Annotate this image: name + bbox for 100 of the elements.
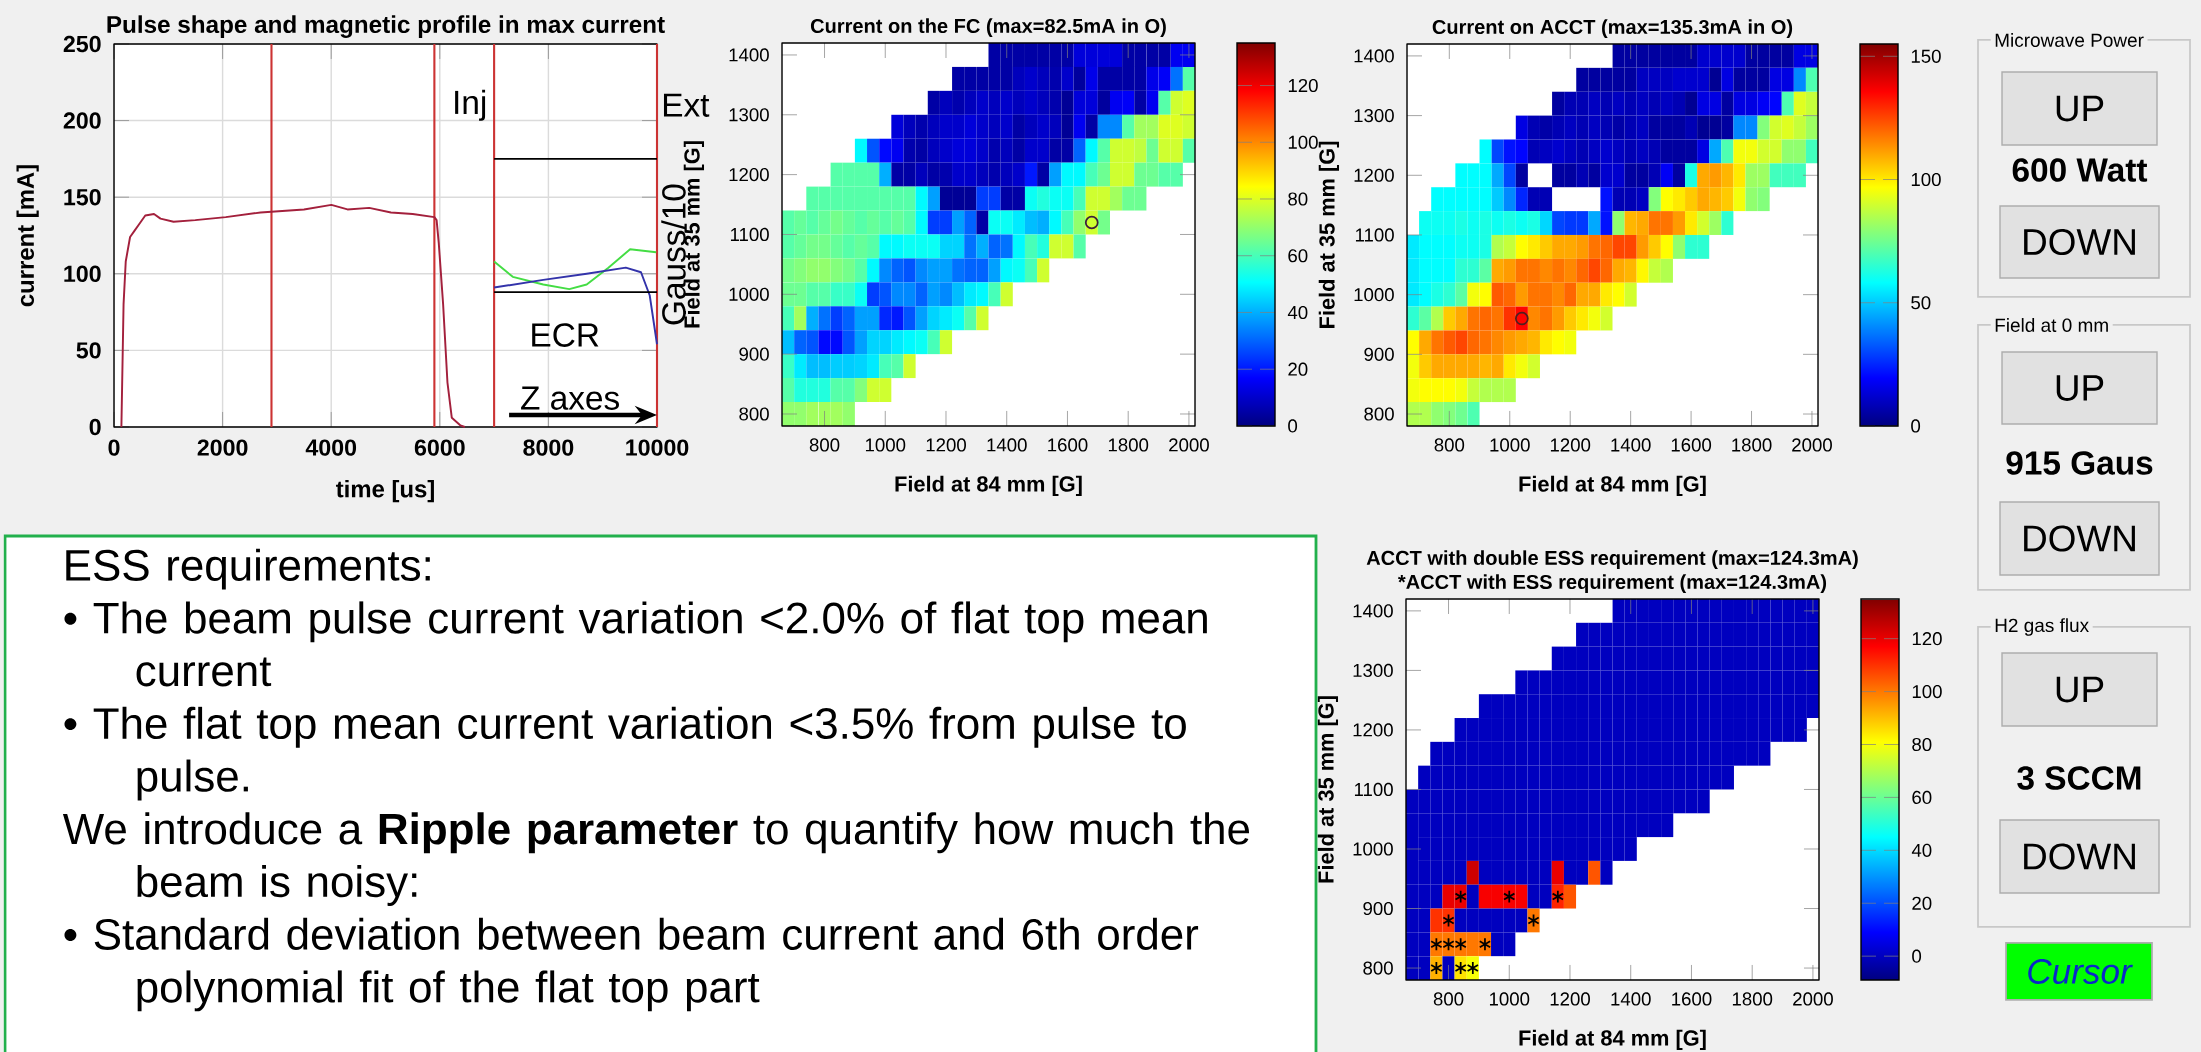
point (1430, 937, 1443, 952)
point (1527, 913, 1540, 928)
color-bar-label: 80 (1288, 192, 1308, 206)
color-bar-label: 20 (1912, 896, 1932, 910)
y-tick-label: 1100 (730, 227, 769, 242)
color-bar-label: 40 (1911, 843, 1932, 857)
x-axis-title: Field at 84 mm [G] (1519, 475, 1706, 497)
y-tick-label: 1100 (1355, 228, 1394, 242)
color-bar-label: 100 (1911, 172, 1941, 187)
x-tick-label: 1600 (1048, 438, 1088, 452)
color-bar-label: 150 (1911, 49, 1941, 63)
text: Microwave Power (1995, 33, 2144, 47)
x-tick-label: 1400 (987, 438, 1027, 452)
chart-title: Current on the FC (max=82.5mA in O) (810, 18, 1166, 37)
text: DOWN (2024, 525, 2135, 552)
annotation: ECR (532, 323, 599, 347)
text: UP (2056, 676, 2104, 703)
y-tick-label: 1200 (1353, 723, 1393, 737)
y-tick-label: 1300 (1353, 663, 1393, 678)
x-tick-label: 0 (108, 439, 120, 456)
y-tick-label: 250 (63, 35, 101, 53)
y-tick-label: 1100 (1354, 782, 1393, 797)
color-bar-label: 20 (1288, 362, 1308, 376)
line-series (120, 203, 466, 428)
y-tick-label: 1400 (1353, 604, 1393, 618)
x-axis-title: Field at 84 mm [G] (895, 475, 1082, 497)
text: Field at 0 mm (1995, 318, 2108, 332)
y-tick-label: 1300 (729, 108, 769, 122)
y-tick-label: 1200 (1354, 168, 1394, 182)
x-tick-label: 1200 (1550, 992, 1590, 1006)
y-tick-label: 900 (1364, 347, 1394, 361)
text: We introduce a Ripple parameter to quantify how much the beam is noisy: (62, 812, 1250, 906)
y-axis-title: current [mA] (16, 165, 39, 307)
y-tick-label: 800 (1364, 407, 1394, 421)
x-tick-label: 1800 (1108, 438, 1149, 452)
point (1551, 889, 1564, 904)
chart-title: Pulse shape and magnetic profile in max current (107, 15, 665, 39)
text: 3 SCCM (2017, 766, 2141, 790)
chart-title: Current on ACCT (max=135.3mA in O) (1432, 19, 1793, 38)
y-tick-label: 100 (64, 265, 101, 282)
text: Ext (663, 93, 710, 117)
y-tick-label: 1000 (729, 287, 769, 301)
y-tick-label: 50 (76, 342, 101, 359)
y-tick-label: 800 (1363, 961, 1393, 975)
color-bar-label: 60 (1288, 249, 1308, 263)
chart-subtitle: *ACCT with ESS requirement (max=124.3mA) (1397, 574, 1827, 593)
text: UP (2056, 95, 2104, 122)
point (1430, 961, 1443, 975)
point (1503, 889, 1516, 904)
x-axis-title: time [us] (335, 479, 434, 503)
color-bar-label: 60 (1912, 790, 1932, 804)
y-tick-label: 1400 (729, 48, 769, 62)
text: 600 Watt (2012, 158, 2148, 182)
line-series (493, 266, 658, 346)
x-tick-label: 1400 (1611, 438, 1651, 452)
color-bar-label: 0 (1288, 419, 1298, 433)
color-bar-label: 120 (1288, 78, 1318, 93)
color-bar-label: 80 (1912, 737, 1932, 752)
text: UP (2056, 375, 2104, 401)
x-tick-label: 1000 (1490, 438, 1530, 452)
x-tick-label: 2000 (1793, 992, 1833, 1006)
y-axis-title: Field at 35 mm [G] (1317, 696, 1339, 883)
x-tick-label: 1800 (1732, 992, 1773, 1006)
text: • The beam pulse current variation <2.0% of flat top mean current (64, 601, 1207, 687)
color-bar-label: 100 (1288, 135, 1318, 149)
y-tick-label: 150 (64, 188, 101, 206)
y-tick-label: 200 (63, 112, 101, 129)
y-axis-title: Field at 35 mm [G] (1318, 141, 1340, 328)
y-tick-label: 900 (739, 347, 769, 361)
point (1454, 961, 1467, 975)
y-tick-label: 1300 (1354, 109, 1394, 123)
x-tick-label: 10000 (626, 439, 689, 456)
point (1442, 937, 1455, 952)
text: DOWN (2024, 228, 2135, 256)
text: H2 gas flux (1995, 618, 2089, 636)
x-tick-label: 1200 (926, 438, 966, 452)
x-tick-label: 2000 (1169, 438, 1209, 452)
color-bar-label: 100 (1912, 685, 1942, 699)
x-tick-label: 800 (1434, 438, 1465, 452)
point (1466, 961, 1479, 975)
chart-title: ACCT with double ESS requirement (max=124.3mA) (1366, 550, 1858, 569)
point (1454, 889, 1467, 904)
x-tick-label: 800 (809, 438, 840, 452)
x-tick-label: 4000 (305, 439, 357, 456)
text: 915 Gaus (2006, 451, 2153, 475)
color-bar-label: 120 (1912, 632, 1942, 646)
x-tick-label: 1000 (1489, 992, 1530, 1006)
y-tick-label: 1200 (729, 168, 769, 182)
color-bar-label: 0 (1912, 949, 1922, 963)
x-tick-label: 1600 (1671, 438, 1712, 452)
text: • The flat top mean current variation <3.5% from pulse to pulse. (64, 706, 1186, 801)
point (1442, 913, 1455, 928)
x-tick-label: 1400 (1611, 992, 1651, 1006)
line-series (493, 248, 658, 291)
text: DOWN (2024, 843, 2135, 870)
point (1454, 937, 1467, 952)
x-tick-label: 8000 (523, 439, 574, 456)
x-tick-label: 1200 (1550, 438, 1591, 452)
point (1478, 937, 1492, 952)
y-tick-label: 1400 (1354, 49, 1394, 63)
